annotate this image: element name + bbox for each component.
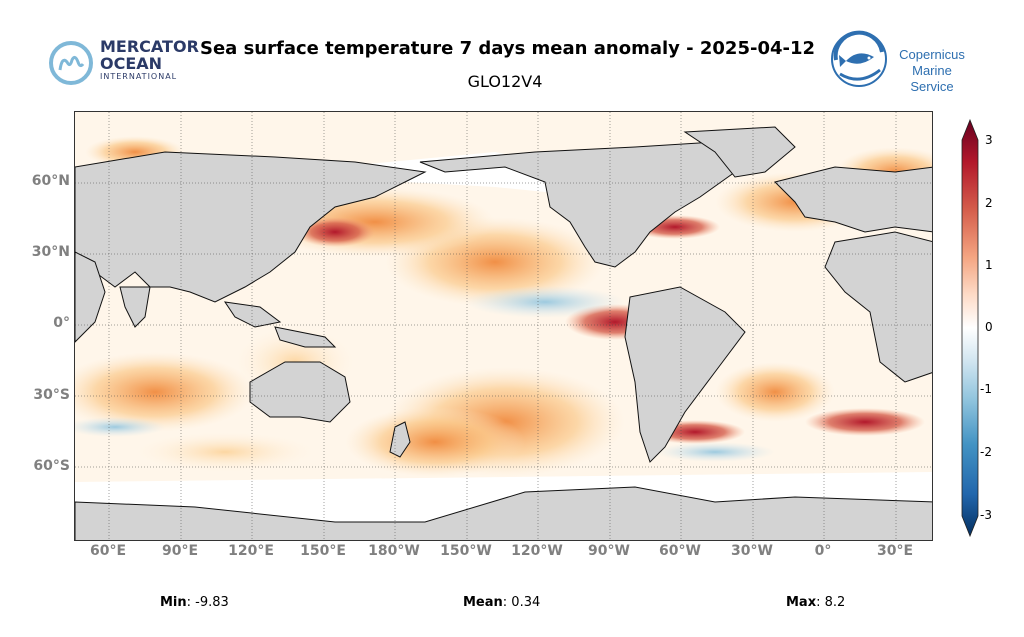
lon-tick-60e: 60°E xyxy=(89,543,127,559)
sst-anomaly-map xyxy=(74,111,933,541)
map-title: Sea surface temperature 7 days mean anom… xyxy=(200,38,816,59)
map-canvas xyxy=(75,112,932,540)
lon-tick-60w: 60°W xyxy=(659,543,701,559)
lat-tick-30s: 30°S xyxy=(33,387,70,403)
lat-tick-60n: 60°N xyxy=(31,173,70,189)
lat-tick-60s: 60°S xyxy=(33,458,70,474)
lon-tick-30e: 30°E xyxy=(876,543,914,559)
lon-tick-90w: 90°W xyxy=(588,543,630,559)
lon-tick-120e: 120°E xyxy=(228,543,274,559)
lon-tick-180w: 180°W xyxy=(368,543,420,559)
colorbar-tick-3: 3 xyxy=(985,133,993,147)
lon-tick-0: 0° xyxy=(814,543,832,559)
mercator-logo-text: MERCATOR OCEAN xyxy=(100,37,199,73)
copernicus-logo: Copernicus Marine Service xyxy=(830,30,990,94)
colorbar-tick-0: 0 xyxy=(985,320,993,334)
colorbar-tick-minus-3: -3 xyxy=(980,508,992,522)
stat-mean: Mean: 0.34 xyxy=(463,595,541,610)
stat-max: Max: 8.2 xyxy=(786,595,846,610)
lon-tick-90e: 90°E xyxy=(161,543,199,559)
colorbar-tick-minus-2: -2 xyxy=(980,445,992,459)
mercator-ocean-logo: MERCATOR OCEAN INTERNATIONAL xyxy=(48,37,199,88)
graticule xyxy=(75,112,932,540)
mercator-logo-subtext: INTERNATIONAL xyxy=(100,72,178,81)
colorbar-tick-1: 1 xyxy=(985,258,993,272)
lon-tick-150e: 150°E xyxy=(300,543,346,559)
stat-min: Min: -9.83 xyxy=(160,595,229,610)
colorbar-tick-minus-1: -1 xyxy=(980,382,992,396)
lat-tick-0: 0° xyxy=(53,315,70,331)
mercator-ocean-emblem-icon xyxy=(49,41,93,85)
land xyxy=(75,126,932,540)
lon-tick-30w: 30°W xyxy=(731,543,773,559)
copernicus-fish-icon xyxy=(831,30,887,87)
lon-tick-150w: 150°W xyxy=(440,543,492,559)
copernicus-logo-text: Copernicus Marine Service xyxy=(899,47,965,94)
map-subtitle: GLO12V4 xyxy=(467,72,543,91)
lon-tick-120w: 120°W xyxy=(511,543,563,559)
lat-tick-30n: 30°N xyxy=(31,244,70,260)
colorbar-tick-2: 2 xyxy=(985,196,993,210)
colorbar xyxy=(961,118,979,538)
